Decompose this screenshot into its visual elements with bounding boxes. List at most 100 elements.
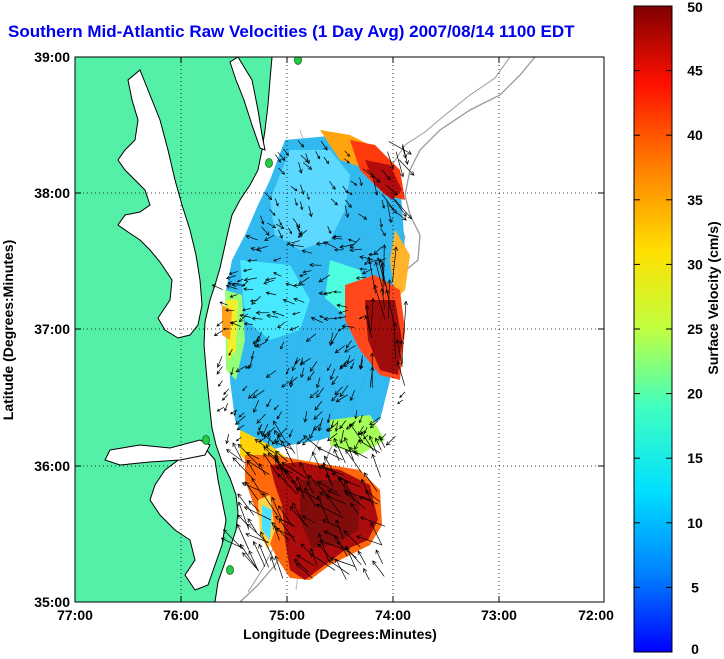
velocity-arrow-head (292, 502, 297, 507)
velocity-arrow-head (373, 284, 378, 289)
x-tick-label: 76:00 (163, 607, 199, 623)
velocity-arrow-head (363, 430, 367, 434)
velocity-arrow (330, 332, 339, 345)
velocity-arrow-head (271, 521, 276, 527)
velocity-arrow (397, 361, 406, 386)
velocity-arrow-head (276, 415, 280, 420)
velocity-arrow (327, 226, 332, 234)
velocity-arrow-head (293, 558, 299, 564)
velocity-arrow-head (295, 487, 301, 492)
velocity-arrow-head (275, 203, 279, 207)
x-tick-label: 75:00 (269, 607, 305, 623)
velocity-arrow (283, 299, 295, 305)
velocity-arrow (300, 358, 311, 365)
velocity-arrow-head (233, 413, 237, 416)
radar-stations (202, 57, 302, 575)
velocity-arrow-head (323, 316, 329, 322)
velocity-arrow (275, 223, 284, 229)
velocity-arrow-head (266, 313, 271, 319)
velocity-arrow-head (331, 472, 337, 477)
velocity-arrow-head (216, 363, 221, 368)
velocity-arrow-head (297, 233, 303, 238)
velocity-arrow-head (318, 290, 323, 296)
velocity-arrow-head (393, 191, 399, 196)
velocity-arrow-head (386, 175, 391, 181)
velocity-arrow (359, 355, 363, 369)
velocity-arrow-head (271, 310, 277, 316)
velocity-arrow-head (364, 261, 368, 265)
velocity-arrow-head (274, 439, 280, 444)
velocity-arrow (344, 205, 349, 218)
velocity-arrow-head (224, 407, 228, 412)
velocity-arrow (316, 242, 329, 245)
velocity-arrow-head (279, 234, 283, 239)
velocity-arrow (243, 288, 254, 291)
velocity-arrow (296, 224, 302, 236)
velocity-arrow-head (273, 258, 277, 262)
velocity-arrow (309, 425, 316, 439)
velocity-arrow-head (245, 365, 249, 369)
velocity-arrow-head (264, 237, 269, 241)
velocity-arrow-head (310, 316, 316, 321)
velocity-arrow-head (307, 474, 313, 480)
velocity-arrow (267, 222, 276, 228)
velocity-arrow (302, 250, 313, 254)
velocity-arrow-head (339, 244, 344, 249)
velocity-arrow (244, 323, 253, 325)
velocity-arrow-head (300, 143, 304, 148)
velocity-arrow (244, 277, 257, 281)
velocity-arrow (306, 333, 317, 342)
velocity-arrow-head (352, 450, 358, 455)
velocity-arrow-head (237, 514, 243, 519)
velocity-arrow (401, 340, 403, 364)
velocity-arrow-head (331, 185, 336, 190)
velocity-arrow (281, 381, 290, 388)
velocity-arrow (375, 437, 382, 451)
velocity-arrow (286, 367, 290, 375)
velocity-arrow-head (385, 441, 391, 446)
velocity-arrow-head (237, 501, 242, 507)
velocity-arrow (363, 568, 370, 581)
velocity-arrow (316, 504, 344, 519)
velocity-arrow (217, 356, 223, 368)
velocity-arrow (318, 417, 323, 431)
velocity-arrow (386, 289, 395, 324)
velocity-arrow-head (323, 241, 328, 246)
velocity-arrow (331, 392, 340, 402)
velocity-arrow (358, 440, 380, 454)
velocity-arrow (346, 340, 352, 348)
velocity-arrow (256, 413, 266, 424)
velocity-arrow-head (300, 543, 306, 548)
velocity-arrow-head (349, 396, 354, 402)
velocity-arrow (248, 550, 259, 572)
velocity-arrow-head (334, 427, 339, 433)
velocity-arrow (318, 533, 329, 560)
velocity-arrow (242, 482, 269, 495)
velocity-arrow-head (368, 435, 374, 441)
velocity-arrow-head (309, 367, 314, 372)
velocity-arrow (230, 409, 237, 415)
velocity-arrow-head (281, 440, 286, 445)
velocity-arrow (350, 390, 355, 401)
velocity-arrow (218, 380, 223, 387)
velocity-arrow-head (272, 224, 277, 228)
velocity-arrow-head (237, 279, 240, 283)
velocity-arrow-head (252, 340, 257, 345)
y-tick-label: 36:00 (34, 458, 70, 474)
velocity-arrow (335, 519, 344, 540)
velocity-arrow (319, 492, 346, 505)
velocity-arrow-head (216, 370, 221, 375)
colorbar-tick-label: 0 (691, 641, 699, 657)
velocity-arrow (343, 530, 361, 548)
velocity-arrow-head (289, 231, 292, 235)
velocity-arrow (359, 177, 363, 186)
velocity-arrow-head (309, 547, 315, 553)
velocity-arrow (216, 320, 224, 327)
velocity-arrow-head (280, 346, 284, 350)
velocity-arrow (256, 245, 268, 250)
velocity-arrow-head (326, 473, 331, 479)
velocity-arrow (217, 406, 225, 412)
velocity-arrow-head (392, 209, 397, 214)
velocity-arrow-head (333, 437, 338, 443)
velocity-arrow-head (328, 230, 332, 234)
